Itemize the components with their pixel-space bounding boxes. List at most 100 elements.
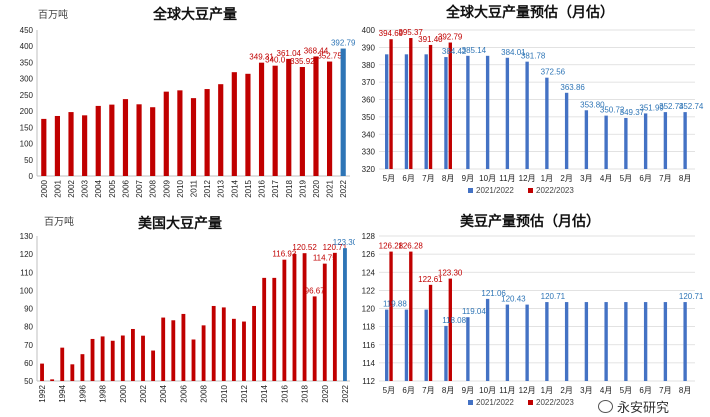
legend-label: 2022/2023 bbox=[536, 186, 574, 195]
bar bbox=[40, 363, 44, 381]
bar bbox=[82, 115, 88, 176]
chart-title: 美国大豆产量 bbox=[138, 215, 222, 231]
bar bbox=[151, 350, 156, 381]
data-label: 119.04 bbox=[462, 307, 486, 316]
x-tick-label: 1994 bbox=[58, 384, 67, 402]
x-tick-label: 2004 bbox=[94, 179, 103, 197]
data-label: 392.79 bbox=[438, 33, 463, 42]
y-tick-label: 90 bbox=[24, 305, 33, 314]
bar bbox=[299, 67, 305, 176]
x-tick-label: 10月 bbox=[479, 174, 496, 183]
x-tick-label: 2018 bbox=[285, 179, 294, 197]
bar-series-2022-2023 bbox=[428, 284, 433, 381]
chart-us-soybean-production: 美国大豆产量 百万吨 50 60 70 80 90 100 110 120 130 1992 1994 1… bbox=[20, 215, 355, 403]
x-tick-label: 2014 bbox=[230, 179, 239, 197]
data-label: 114.75 bbox=[313, 254, 337, 263]
data-label: 394.69 bbox=[379, 29, 404, 38]
data-label: 121.06 bbox=[481, 289, 506, 298]
y-tick-label: 100 bbox=[20, 140, 34, 149]
x-tick-label: 2018 bbox=[301, 384, 310, 402]
x-tick-label: 2004 bbox=[159, 384, 168, 402]
bar-series-2021-2022 bbox=[466, 55, 470, 170]
x-tick-label: 1998 bbox=[99, 384, 108, 402]
x-tick-label: 2020 bbox=[321, 384, 330, 402]
y-tick-label: 250 bbox=[20, 91, 34, 100]
x-tick-label: 2012 bbox=[240, 384, 249, 402]
bar bbox=[41, 118, 47, 176]
bar-series-2021-2022 bbox=[604, 302, 608, 381]
bar bbox=[211, 305, 216, 381]
data-label: 352.74 bbox=[659, 102, 684, 111]
bar bbox=[80, 354, 85, 381]
legend-label: 2022/2023 bbox=[536, 398, 574, 407]
bar-series-2021-2022 bbox=[525, 304, 529, 381]
bar-series-2021-2022 bbox=[545, 302, 549, 381]
bar bbox=[231, 72, 237, 176]
x-tick-label: 4月 bbox=[600, 174, 612, 183]
x-tick-label: 4月 bbox=[600, 386, 612, 395]
bar bbox=[322, 263, 327, 381]
data-label: 392.79 bbox=[331, 39, 355, 48]
chart-us-soybean-monthly-estimate: 美豆产量预估（月估） 112 114 116 118 120 122 124 126 128 5月 6… bbox=[362, 213, 704, 407]
bar-series-2021-2022 bbox=[545, 77, 549, 169]
y-tick-label: 50 bbox=[24, 156, 33, 165]
bar-series-2022-2023 bbox=[409, 251, 413, 381]
data-label: 123.30 bbox=[333, 238, 355, 247]
x-tick-label: 2009 bbox=[162, 179, 171, 197]
x-tick-label: 5月 bbox=[383, 174, 395, 183]
bar bbox=[141, 335, 145, 381]
y-tick-label: 370 bbox=[362, 78, 376, 87]
bar-series-2021-2022 bbox=[683, 112, 687, 169]
watermark: 永安研究 bbox=[598, 396, 708, 416]
bar bbox=[90, 338, 95, 381]
chart-global-soybean-monthly-estimate: 全球大豆产量预估（月估） 320 330 340 350 360 370 380 390 400 5… bbox=[362, 4, 704, 195]
y-tick-label: 70 bbox=[24, 341, 33, 350]
x-tick-label: 2022 bbox=[341, 384, 350, 402]
y-tick-label: 80 bbox=[24, 323, 33, 332]
x-tick-label: 2008 bbox=[149, 179, 158, 197]
chart-title: 全球大豆产量 bbox=[152, 6, 237, 22]
data-label: 350.72 bbox=[600, 106, 625, 115]
bar bbox=[54, 115, 60, 176]
bar bbox=[161, 317, 166, 381]
y-tick-label: 120 bbox=[20, 250, 34, 259]
x-tick-label: 2016 bbox=[280, 384, 289, 402]
x-tick-label: 6月 bbox=[639, 386, 651, 395]
bar-series-2021-2022 bbox=[584, 110, 589, 169]
bar bbox=[68, 112, 74, 176]
bar bbox=[258, 62, 265, 176]
x-tick-label: 2006 bbox=[179, 384, 188, 402]
bar bbox=[242, 321, 246, 381]
y-tick-label: 200 bbox=[20, 107, 34, 116]
bar-series-2021-2022 bbox=[624, 117, 628, 169]
x-tick-label: 2021 bbox=[326, 179, 335, 197]
y-tick-label: 100 bbox=[20, 286, 34, 295]
data-label: 353.80 bbox=[580, 100, 605, 109]
bar-series-2021-2022 bbox=[404, 309, 409, 381]
bar bbox=[163, 91, 169, 176]
data-label: 123.30 bbox=[438, 269, 463, 278]
bar bbox=[50, 379, 55, 381]
bar-series-2021-2022 bbox=[624, 302, 628, 381]
x-tick-label: 8月 bbox=[442, 386, 454, 395]
data-label: 335.92 bbox=[290, 57, 315, 66]
bar bbox=[302, 253, 307, 381]
y-tick-label: 400 bbox=[362, 26, 376, 35]
bar-series-2021-2022 bbox=[485, 298, 490, 381]
bar-series-2021-2022 bbox=[663, 302, 668, 381]
bar-series-2021-2022 bbox=[643, 302, 648, 381]
data-label: 126.28 bbox=[398, 242, 423, 251]
bar bbox=[150, 107, 156, 176]
bar bbox=[60, 347, 65, 381]
data-label: 351.99 bbox=[639, 103, 664, 112]
bar-series-2022-2023 bbox=[389, 39, 393, 170]
bar bbox=[177, 90, 183, 176]
bar bbox=[312, 296, 317, 381]
data-label: 120.71 bbox=[679, 292, 704, 301]
bar bbox=[286, 58, 292, 176]
x-tick-label: 6月 bbox=[639, 174, 651, 183]
data-label: 120.71 bbox=[323, 243, 348, 252]
y-tick-label: 130 bbox=[20, 232, 34, 241]
bar-series-2021-2022 bbox=[466, 317, 470, 381]
x-tick-label: 2006 bbox=[121, 179, 130, 197]
